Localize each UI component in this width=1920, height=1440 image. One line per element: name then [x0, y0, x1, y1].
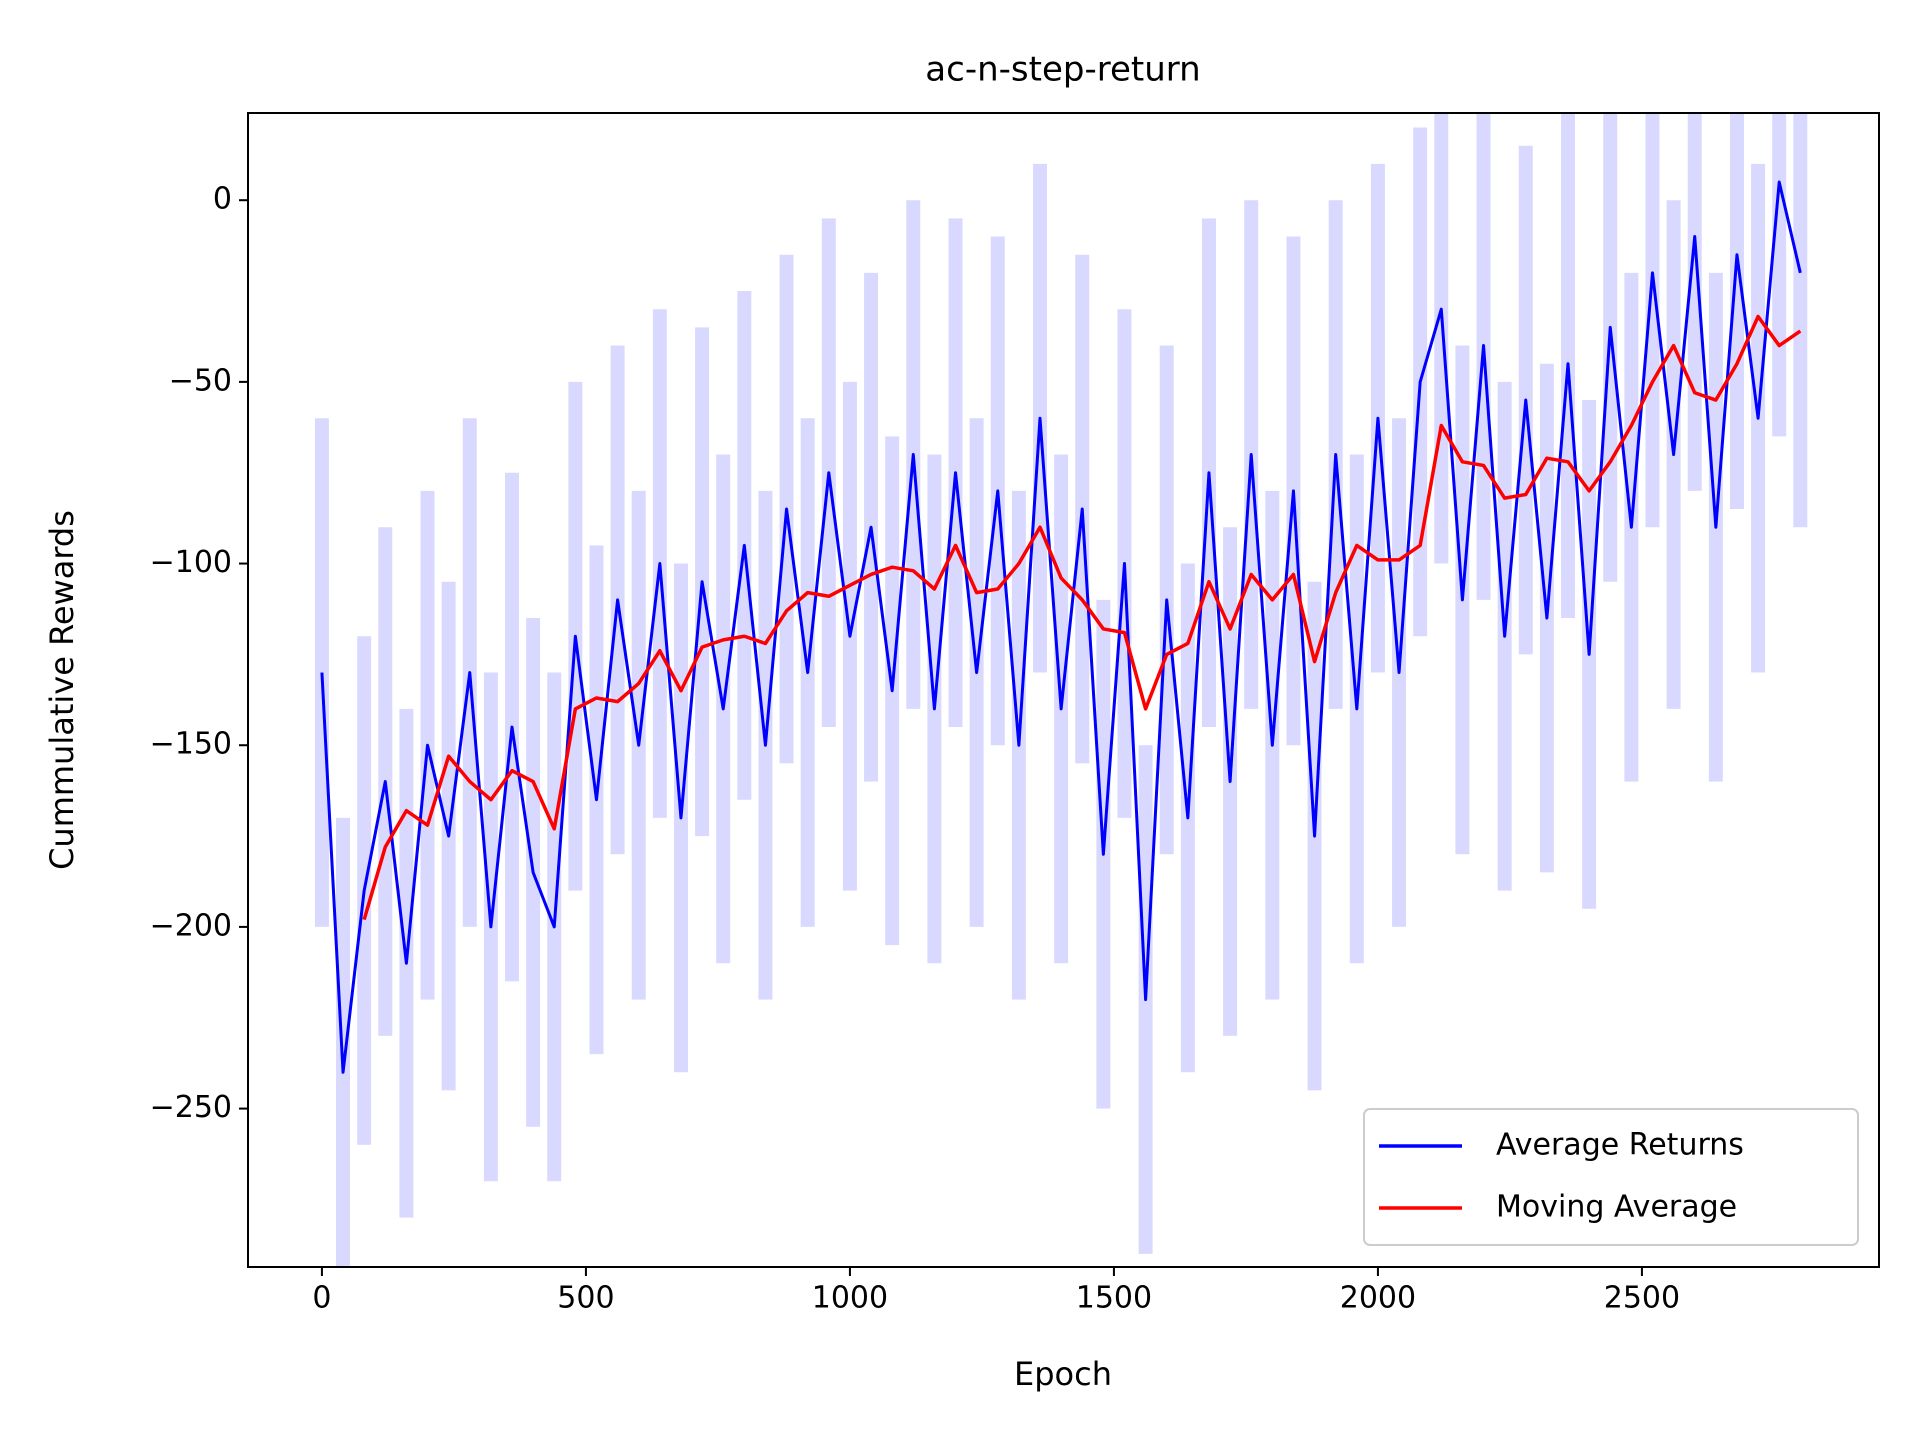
y-tick-label: −250	[150, 1090, 232, 1125]
y-axis-label: Cummulative Rewards	[43, 510, 81, 870]
plot-area	[314, 113, 1808, 1267]
series-line	[362, 314, 1802, 921]
x-tick-label: 2500	[1604, 1281, 1680, 1316]
y-tick-label: −200	[150, 908, 232, 943]
x-tick-label: 1000	[812, 1281, 888, 1316]
x-tick-label: 500	[557, 1281, 614, 1316]
y-tick-label: −150	[150, 727, 232, 762]
chart-title: ac-n-step-return	[925, 50, 1200, 90]
legend-label: Average Returns	[1496, 1128, 1744, 1163]
y-tick-label: −100	[150, 545, 232, 580]
legend-label: Moving Average	[1496, 1190, 1737, 1225]
x-tick-label: 2000	[1340, 1281, 1416, 1316]
series-line	[320, 180, 1802, 1074]
x-axis-label: Epoch	[1014, 1355, 1112, 1393]
plot-frame	[247, 112, 1880, 1268]
legend-box	[1363, 1108, 1859, 1246]
y-tick-label: −50	[169, 363, 232, 398]
x-tick-label: 0	[312, 1281, 331, 1316]
x-tick-label: 1500	[1076, 1281, 1152, 1316]
y-tick-label: 0	[213, 182, 232, 217]
